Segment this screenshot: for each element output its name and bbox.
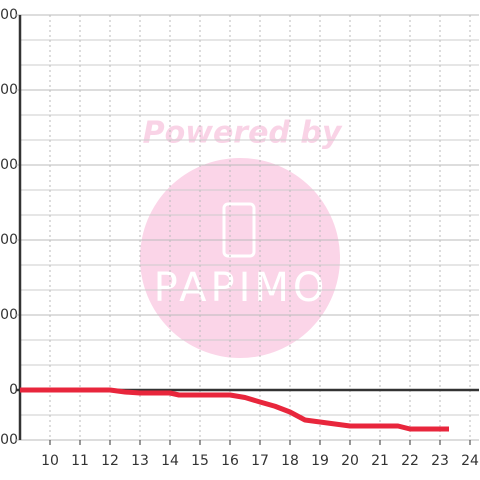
y-tick-label: 0 xyxy=(9,382,18,398)
x-tick-label: 11 xyxy=(71,453,89,469)
watermark-phone xyxy=(222,202,256,258)
x-tick-label: 13 xyxy=(131,453,149,469)
x-tick-label: 15 xyxy=(191,453,209,469)
x-tick-label: 21 xyxy=(371,453,389,469)
y-tick-label: 30,000 xyxy=(0,307,18,323)
x-tick-label: 16 xyxy=(221,453,239,469)
x-tick-label: 12 xyxy=(101,453,119,469)
line-series xyxy=(20,387,449,432)
x-tick-label: 22 xyxy=(401,453,419,469)
x-tick-label: 17 xyxy=(251,453,269,469)
watermark-circle xyxy=(140,158,340,358)
x-tick-label: 18 xyxy=(281,453,299,469)
y-tick-label: -20,000 xyxy=(0,432,18,448)
watermark-text: Powered by xyxy=(143,116,343,151)
x-tick-label: 24 xyxy=(461,453,479,469)
watermark-brand: PAPIMO xyxy=(154,265,329,311)
y-tick-label: 90,000 xyxy=(0,157,18,173)
y-tick-label: 120,000 xyxy=(0,82,18,98)
x-tick-label: 20 xyxy=(341,453,359,469)
y-tick-label: 60,000 xyxy=(0,232,18,248)
x-tick-label: 10 xyxy=(41,453,59,469)
y-tick-label: 150,000 xyxy=(0,7,18,23)
x-tick-label: 19 xyxy=(311,453,329,469)
x-tick-label: 23 xyxy=(431,453,449,469)
x-tick-label: 14 xyxy=(161,453,179,469)
